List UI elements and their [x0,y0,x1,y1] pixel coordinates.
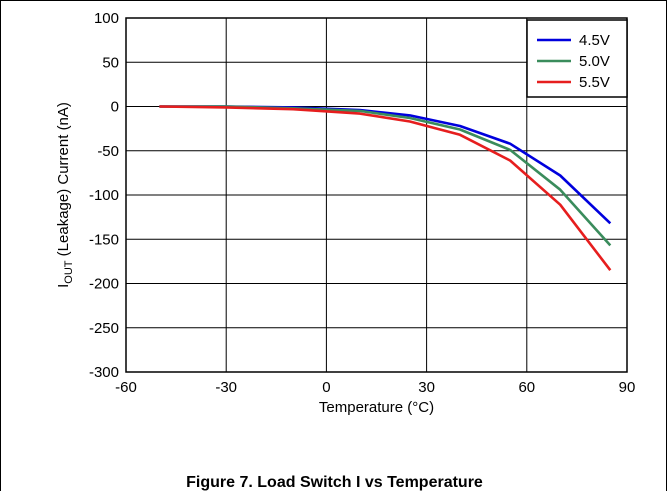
y-axis-label-rest: (Leakage) Current (nA) [55,102,72,260]
caption-main: Figure 7. Load Switch I [186,474,361,491]
series-line-5.5V [159,105,612,271]
y-tick-label: -50 [97,143,119,160]
legend-box [526,19,628,98]
plot-area [125,17,628,373]
y-tick-label: -200 [89,276,119,293]
x-tick-label: -60 [115,379,137,396]
y-tick-label: -100 [89,187,119,204]
series-lines [159,105,612,271]
legend-label-4.5V: 4.5V [579,32,610,49]
x-tick-label: 90 [619,379,636,396]
x-tick-label: 60 [518,379,535,396]
y-tick-labels: 100 50 0 -50 -100 -150 -200 -250 -300 [89,10,119,381]
series-line-4.5V [159,105,612,225]
caption-rest: vs Temperature [360,474,483,491]
series-line-5.0V [159,105,612,247]
x-axis-label: Temperature (°C) [319,399,434,416]
legend: 4.5V 5.0V 5.5V [526,19,628,98]
y-axis-label-main: I [55,284,72,288]
legend-label-5.0V: 5.0V [579,53,610,70]
y-tick-label: -300 [89,364,119,381]
x-tick-label: 0 [322,379,330,396]
y-tick-label: 0 [111,99,119,116]
y-axis-label: IOUT (Leakage) Current (nA) [55,102,75,288]
y-tick-label: -250 [89,320,119,337]
y-tick-label: -150 [89,231,119,248]
y-tick-label: 50 [102,54,119,71]
x-tick-label: -30 [215,379,237,396]
x-tick-label: 30 [418,379,435,396]
y-tick-label: 100 [94,10,119,27]
x-tick-labels: -60 -30 0 30 60 90 [115,379,635,396]
legend-label-5.5V: 5.5V [579,74,610,91]
figure-caption: Figure 7. Load Switch I vs Temperature [0,474,669,492]
y-axis-label-sub: OUT [63,260,75,284]
